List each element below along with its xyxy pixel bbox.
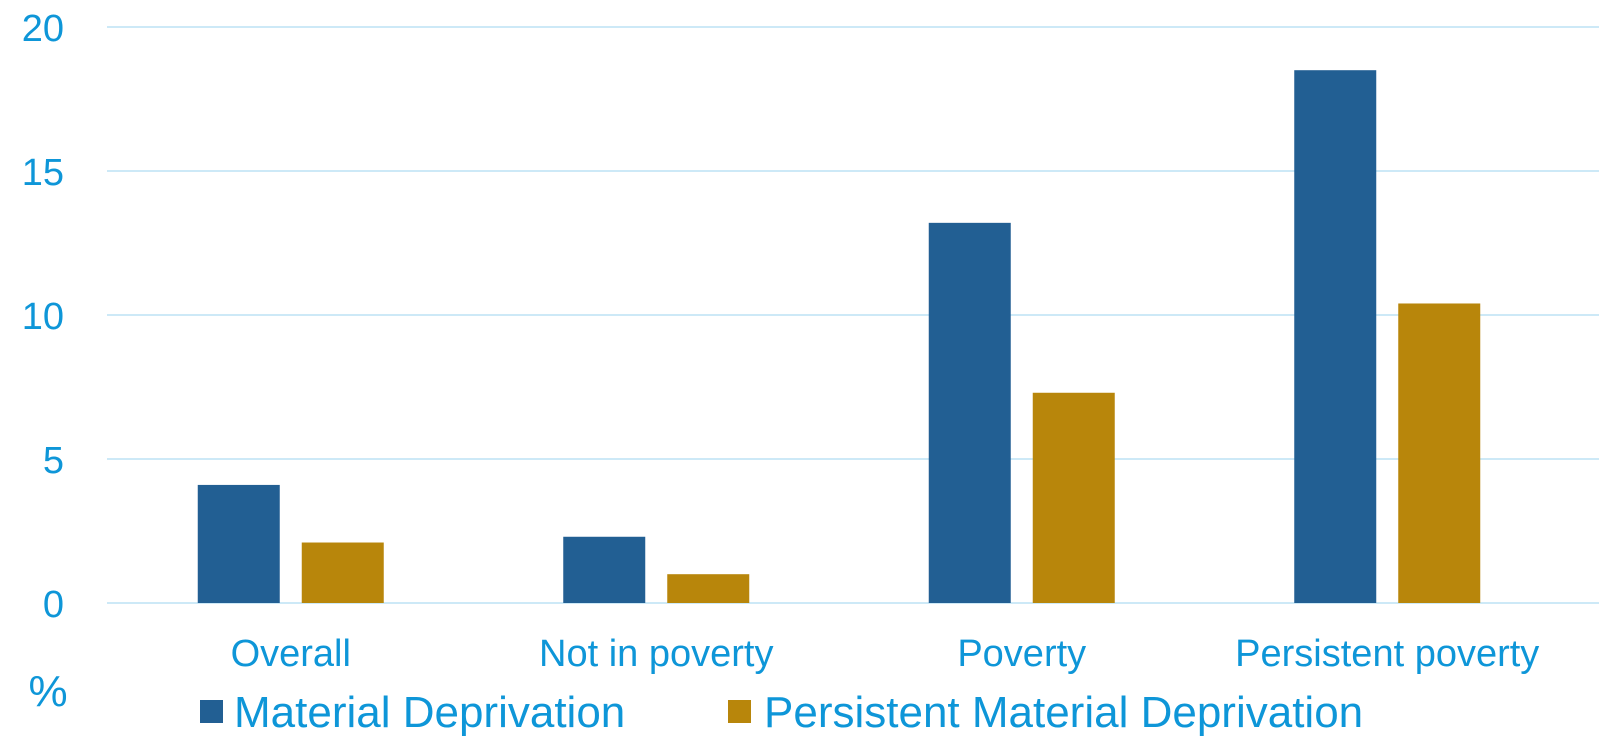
y-tick-label-15: 15 [22, 152, 64, 194]
y-tick-label-20: 20 [22, 8, 64, 50]
y-axis-label: % [28, 667, 67, 716]
bar-poverty-series-1 [928, 222, 1011, 603]
bar-not-in-poverty-series-2 [667, 574, 750, 603]
x-tick-label-overall: Overall [231, 633, 351, 675]
legend-swatch-2 [728, 700, 751, 723]
bar-persistent-poverty-series-2 [1398, 303, 1481, 603]
bar-poverty-series-2 [1032, 392, 1115, 603]
x-tick-label-poverty: Poverty [957, 633, 1086, 675]
y-tick-label-5: 5 [43, 440, 64, 482]
legend: Material Deprivation Persistent Material … [200, 688, 1363, 737]
bar-overall-series-2 [301, 542, 384, 603]
legend-label-2: Persistent Material Deprivation [764, 688, 1363, 737]
x-tick-label-not-in-poverty: Not in poverty [539, 633, 773, 675]
x-tick-label-persistent-poverty: Persistent poverty [1235, 633, 1539, 675]
bar-not-in-poverty-series-1 [563, 536, 646, 603]
legend-swatch-1 [200, 700, 223, 723]
legend-label-1: Material Deprivation [234, 688, 625, 737]
y-tick-label-0: 0 [43, 584, 64, 626]
bar-layer [197, 70, 1481, 603]
bar-overall-series-1 [197, 484, 280, 603]
y-tick-label-10: 10 [22, 296, 64, 338]
tick-layer: 0 5 10 15 20 Overall Not in poverty Poverty Pers… [22, 8, 1540, 675]
bar-persistent-poverty-series-1 [1294, 70, 1377, 603]
